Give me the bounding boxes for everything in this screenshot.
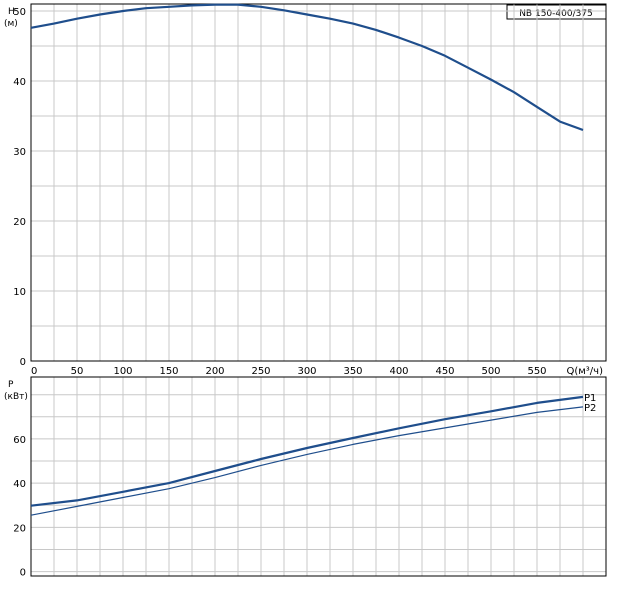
flow-x-tick-label: 450 xyxy=(435,366,454,377)
power-curve-line-P2 xyxy=(30,406,584,516)
flow-x-tick-label: 400 xyxy=(389,366,408,377)
head-y-tick-label: 30 xyxy=(13,147,26,158)
power-curve-line-P1 xyxy=(30,395,584,507)
power-y-tick-label: 20 xyxy=(13,523,26,534)
head-y-tick-label: 10 xyxy=(13,287,26,298)
head-grid xyxy=(31,4,606,361)
head-curve-panel: 0 10 20 30 40 50 0 50 100 150 200 250 300 350 400 450 5… xyxy=(4,3,607,377)
flow-x-tick-label: 200 xyxy=(205,366,224,377)
flow-x-tick-label: 550 xyxy=(527,366,546,377)
flow-x-tick-label: 150 xyxy=(159,366,178,377)
head-series xyxy=(30,3,584,132)
flow-x-tick-label: 350 xyxy=(343,366,362,377)
power-y-tick-label: 60 xyxy=(13,435,26,446)
power-series-label-P1: P1 xyxy=(584,393,596,404)
power-axis-symbol: P xyxy=(8,380,14,390)
flow-x-ticks: 0 50 100 150 200 250 300 350 400 450 500 550 xyxy=(31,366,547,377)
flow-axis-label: Q(м³/ч) xyxy=(566,366,603,377)
flow-x-tick-label: 50 xyxy=(71,366,84,377)
flow-x-tick-label: 0 xyxy=(31,366,37,377)
head-y-tick-label: 0 xyxy=(20,357,26,368)
model-box: NB 150-400/375 xyxy=(506,4,607,20)
head-y-ticks: 0 10 20 30 40 50 xyxy=(13,7,26,368)
flow-x-tick-label: 250 xyxy=(251,366,270,377)
head-y-tick-label: 20 xyxy=(13,217,26,228)
head-plot-frame xyxy=(30,3,607,362)
power-axis-unit: (кВт) xyxy=(4,392,28,402)
flow-x-tick-label: 500 xyxy=(481,366,500,377)
head-y-tick-label: 50 xyxy=(13,7,26,18)
power-y-tick-label: 40 xyxy=(13,479,26,490)
power-series-label-P2: P2 xyxy=(584,403,596,414)
head-axis-symbol: H xyxy=(8,7,15,17)
head-curve-line xyxy=(30,3,584,132)
power-y-tick-label: 0 xyxy=(20,568,26,579)
flow-x-tick-label: 300 xyxy=(297,366,316,377)
flow-x-tick-label: 100 xyxy=(113,366,132,377)
power-y-ticks: 0 20 40 60 xyxy=(13,435,26,579)
model-label: NB 150-400/375 xyxy=(519,9,593,19)
power-plot-frame xyxy=(30,376,607,577)
head-y-tick-label: 40 xyxy=(13,77,26,88)
head-axis-unit: (м) xyxy=(4,19,18,29)
